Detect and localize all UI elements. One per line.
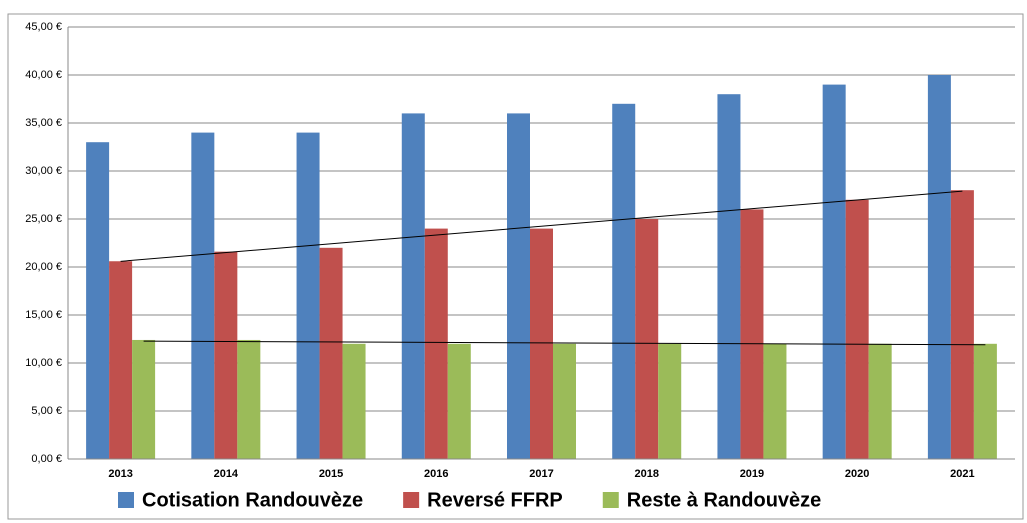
bar (845, 199, 869, 460)
trendline (143, 340, 986, 346)
legend-label: Reste à Randouvèze (627, 489, 822, 511)
bar (109, 261, 133, 459)
bar (635, 219, 659, 459)
bar (717, 94, 741, 459)
bar (950, 190, 974, 459)
bar (132, 339, 156, 459)
bar (553, 343, 576, 459)
x-tick-label: 2020 (845, 468, 869, 480)
x-tick-label: 2013 (108, 468, 132, 480)
legend-swatch (602, 492, 619, 508)
y-tick-label: 0,00 € (31, 453, 62, 465)
bar (214, 251, 238, 459)
bar (319, 247, 343, 459)
bar (530, 228, 553, 459)
y-tick-label: 40,00 € (25, 69, 62, 81)
bar (237, 339, 261, 459)
bar (763, 343, 787, 459)
legend-swatch (118, 492, 134, 508)
bar (612, 103, 636, 460)
bar (86, 142, 110, 459)
x-tick-label: 2019 (740, 468, 764, 480)
legend-label: Reversé FFRP (427, 489, 563, 511)
y-tick-label: 20,00 € (25, 261, 62, 273)
y-tick-label: 45,00 € (25, 21, 62, 33)
bar (822, 84, 846, 459)
y-tick-label: 30,00 € (25, 165, 62, 177)
x-tick-label: 2015 (319, 468, 343, 480)
bar (507, 113, 530, 460)
x-tick-label: 2021 (950, 468, 974, 480)
legend-swatch (403, 492, 420, 508)
x-tick-label: 2016 (424, 468, 448, 480)
x-tick-label: 2017 (529, 468, 553, 480)
bar (424, 228, 448, 459)
bar (973, 343, 997, 459)
bar (447, 343, 471, 459)
bar (342, 343, 366, 459)
bar (927, 75, 951, 459)
bar (191, 132, 215, 459)
y-tick-label: 5,00 € (31, 405, 62, 417)
bar (401, 113, 425, 460)
y-tick-label: 15,00 € (25, 309, 62, 321)
y-tick-label: 25,00 € (25, 213, 62, 225)
legend-label: Cotisation Randouvèze (142, 489, 363, 511)
y-tick-label: 35,00 € (25, 117, 62, 129)
x-tick-label: 2014 (214, 468, 239, 480)
trendline (120, 190, 963, 262)
y-tick-label: 10,00 € (25, 357, 62, 369)
bar (740, 209, 764, 459)
bar (868, 343, 892, 459)
x-tick-label: 2018 (634, 468, 658, 480)
bar (658, 343, 682, 459)
bar (296, 132, 320, 459)
